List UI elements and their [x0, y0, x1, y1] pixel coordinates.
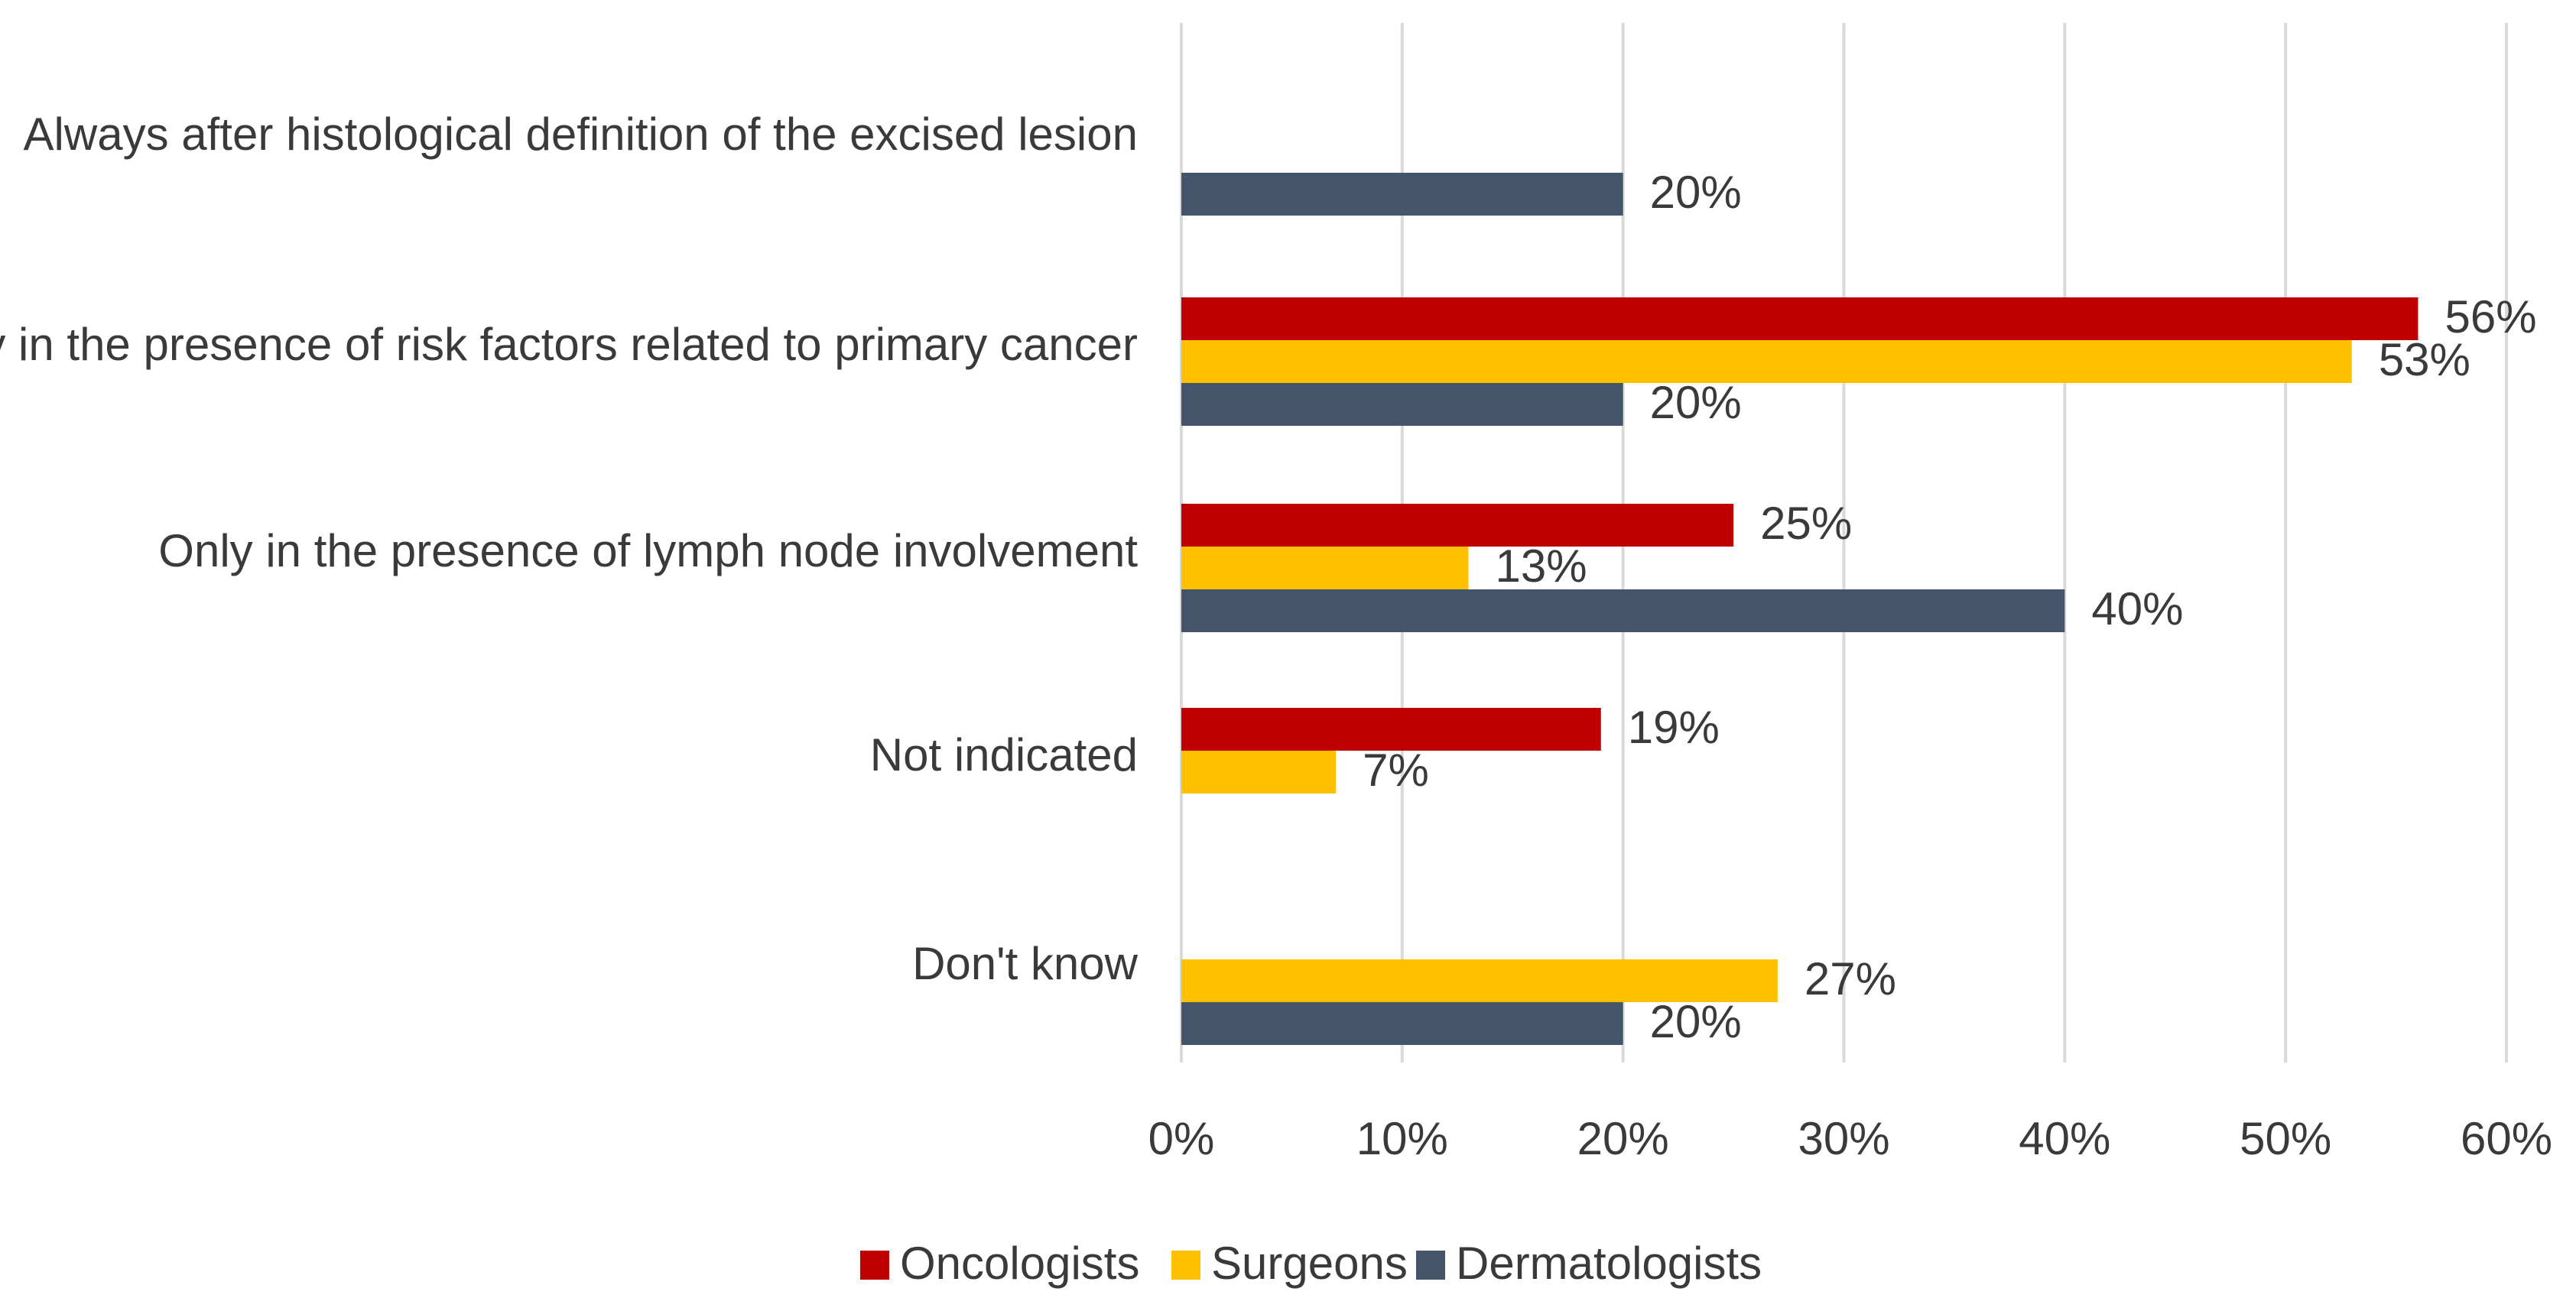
x-axis-ticks: 0% 10% 20% 30% 40% 50% 60% [1148, 1113, 2552, 1164]
legend-swatch-surgeons [1171, 1251, 1200, 1280]
category-label: Don't know [912, 938, 1139, 989]
data-label: 53% [2379, 334, 2470, 385]
bar-surgeons-3 [1181, 751, 1337, 793]
data-label: 19% [1628, 702, 1720, 753]
data-label: 7% [1363, 745, 1429, 796]
data-labels: 56% 25% 19% 53% 13% 7% 27% 20% 20% 40% 20% [1363, 167, 2536, 1047]
category-label: Always after histological definition of … [24, 109, 1138, 160]
bar-dermatologists-1 [1181, 383, 1623, 426]
legend: Oncologists Surgeons Dermatologists [860, 1238, 1762, 1289]
data-label: 56% [2444, 291, 2536, 342]
category-label: Not indicated [870, 729, 1138, 780]
x-tick-label: 20% [1577, 1113, 1669, 1164]
bar-surgeons-2 [1181, 547, 1469, 589]
bar-surgeons-4 [1181, 959, 1778, 1002]
data-label: 20% [1650, 167, 1742, 218]
legend-label-dermatologists: Dermatologists [1456, 1238, 1762, 1289]
legend-swatch-oncologists [860, 1251, 889, 1280]
category-labels: Always after histological definition of … [0, 109, 1139, 989]
bar-oncologists-3 [1181, 708, 1601, 751]
bars [1181, 173, 2418, 1045]
x-tick-label: 50% [2240, 1113, 2331, 1164]
bar-dermatologists-4 [1181, 1002, 1623, 1045]
legend-label-surgeons: Surgeons [1211, 1238, 1408, 1289]
x-tick-label: 10% [1356, 1113, 1448, 1164]
legend-label-oncologists: Oncologists [900, 1238, 1139, 1289]
x-tick-label: 40% [2019, 1113, 2110, 1164]
data-label: 13% [1495, 540, 1587, 592]
bar-surgeons-1 [1181, 340, 2352, 383]
category-label: Only in the presence of risk factors rel… [0, 319, 1138, 370]
x-tick-label: 0% [1148, 1113, 1215, 1164]
legend-swatch-dermatologists [1416, 1251, 1445, 1280]
data-label: 20% [1650, 996, 1742, 1047]
data-label: 20% [1650, 377, 1742, 428]
bar-dermatologists-0 [1181, 173, 1623, 216]
data-label: 25% [1760, 498, 1852, 549]
bar-oncologists-1 [1181, 297, 2418, 340]
bar-dermatologists-2 [1181, 589, 2065, 632]
data-label: 27% [1804, 953, 1896, 1004]
data-label: 40% [2091, 583, 2183, 634]
category-label: Only in the presence of lymph node invol… [158, 525, 1138, 576]
x-tick-label: 30% [1798, 1113, 1889, 1164]
bar-oncologists-2 [1181, 504, 1734, 547]
x-tick-label: 60% [2461, 1113, 2552, 1164]
